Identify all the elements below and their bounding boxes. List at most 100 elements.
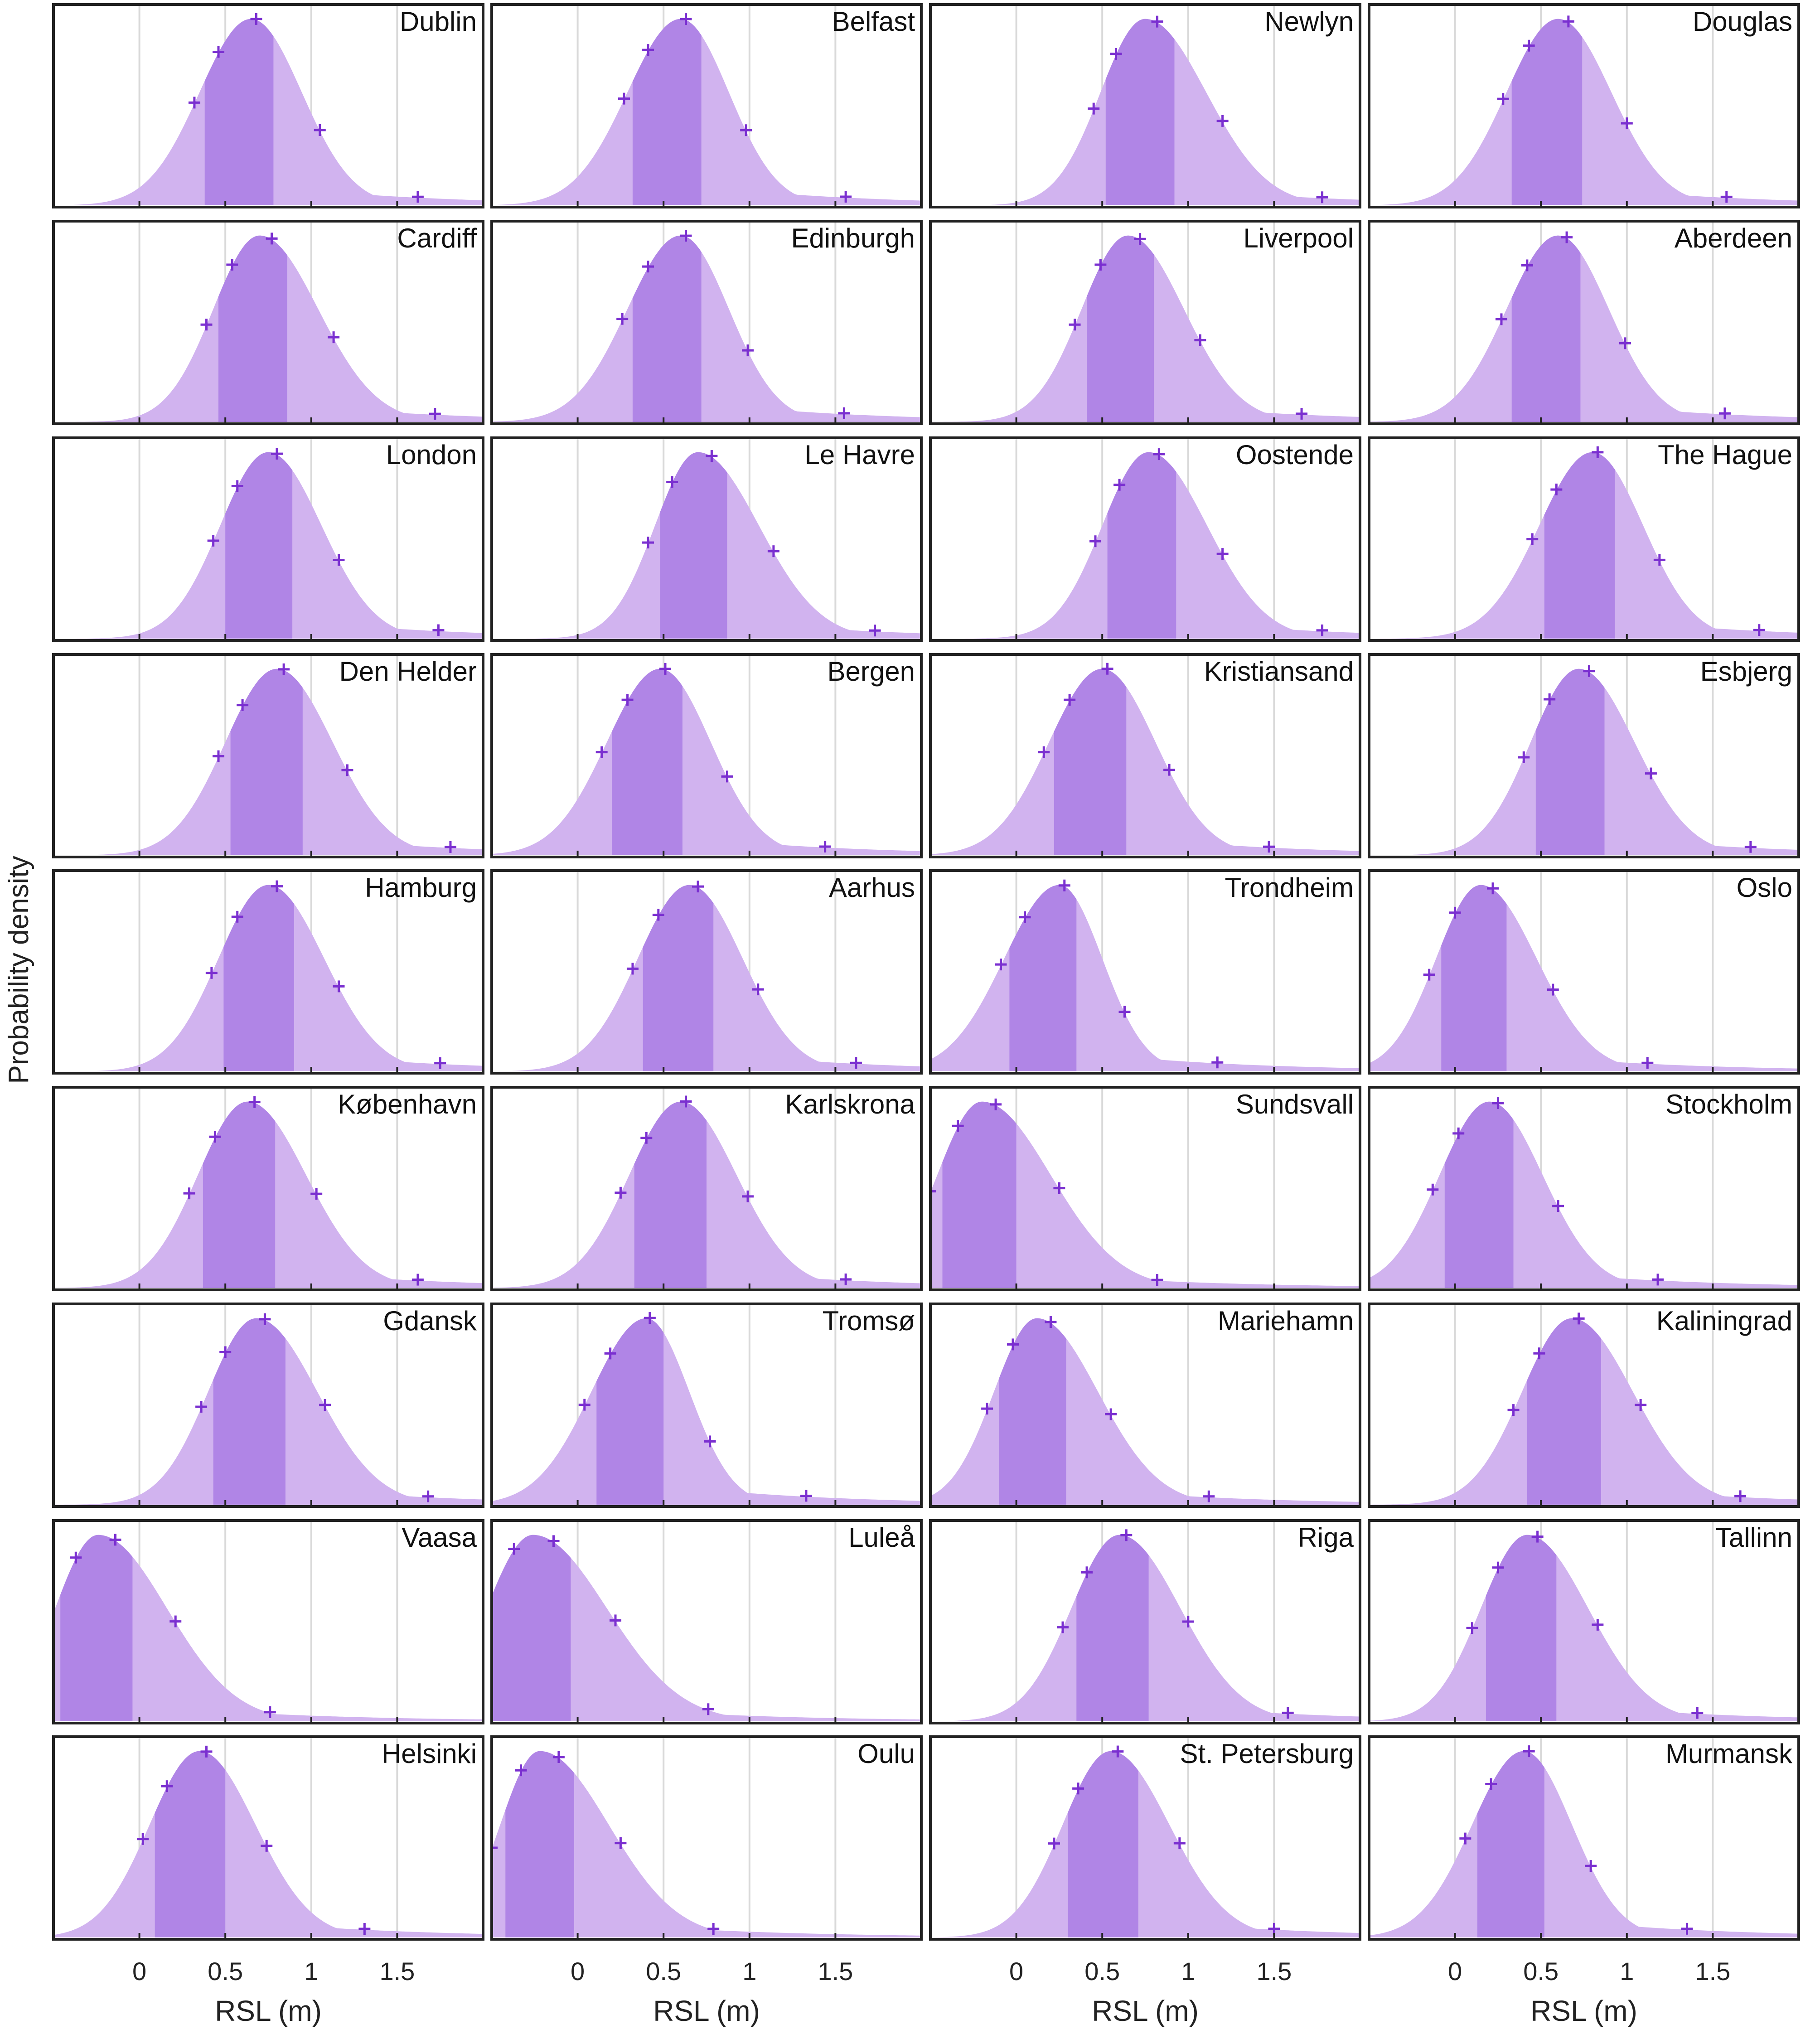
density-area xyxy=(492,1751,921,1937)
quantile-marker xyxy=(642,261,654,273)
station-label: Sundsvall xyxy=(1236,1089,1354,1119)
central-interval-band xyxy=(596,1318,664,1505)
central-interval-band xyxy=(1087,235,1154,422)
quantile-marker xyxy=(552,1751,565,1763)
panel-plot-area xyxy=(492,881,921,1071)
central-interval-band xyxy=(1535,668,1605,855)
panel-stockholm: Stockholm xyxy=(1368,1086,1800,1291)
x-tick-label: 1.5 xyxy=(818,1957,853,1986)
quantile-marker xyxy=(1518,751,1530,763)
density-area xyxy=(1369,19,1799,206)
panel-sundsvall: Sundsvall xyxy=(929,1086,1361,1291)
quantile-marker xyxy=(692,881,704,893)
panel-plot-area xyxy=(53,1534,483,1721)
panel-plot-area xyxy=(492,13,921,206)
quantile-marker xyxy=(1134,233,1146,245)
panel-newlyn: Newlyn xyxy=(929,3,1361,208)
station-label: London xyxy=(386,440,477,470)
station-label: Aarhus xyxy=(829,872,915,903)
quantile-marker xyxy=(1487,882,1499,895)
quantile-marker xyxy=(1296,407,1308,420)
station-label: St. Petersburg xyxy=(1180,1739,1354,1769)
quantile-marker xyxy=(704,1435,716,1448)
station-label: Kristiansand xyxy=(1204,656,1354,687)
x-tick-label: 0 xyxy=(571,1957,585,1986)
quantile-marker xyxy=(616,313,629,325)
panel-frame xyxy=(52,653,484,858)
x-axis-label: RSL (m) xyxy=(1092,1995,1199,2027)
quantile-marker xyxy=(1263,841,1275,853)
x-tick-label: 0.5 xyxy=(646,1957,681,1986)
quantile-marker xyxy=(1497,93,1509,105)
x-axis-label: RSL (m) xyxy=(215,1995,322,2027)
panel-plot-area xyxy=(1369,1312,1799,1505)
quantile-marker xyxy=(1641,1057,1654,1069)
quantile-marker xyxy=(411,191,424,203)
quantile-marker xyxy=(248,1096,261,1108)
x-tick-label: 1.5 xyxy=(1256,1957,1292,1986)
quantile-marker xyxy=(1045,1316,1057,1328)
quantile-marker xyxy=(1466,1622,1478,1634)
panel-plot-area xyxy=(492,663,921,855)
quantile-marker xyxy=(1526,533,1539,545)
station-label: Douglas xyxy=(1693,6,1792,37)
panel-edinburgh: Edinburgh xyxy=(490,220,923,425)
quantile-marker xyxy=(261,1840,273,1852)
central-interval-band xyxy=(1477,1751,1544,1937)
panel-frame xyxy=(52,3,484,208)
panel-frame xyxy=(1368,220,1800,425)
quantile-marker xyxy=(767,545,779,557)
station-label: Bergen xyxy=(828,656,915,687)
station-label: Den Helder xyxy=(339,656,477,687)
panel-oulu: Oulu xyxy=(490,1735,923,1941)
station-label: Mariehamn xyxy=(1218,1306,1354,1336)
quantile-marker xyxy=(1621,117,1633,130)
panel-kristiansand: Kristiansand xyxy=(929,653,1361,858)
station-label: Helsinki xyxy=(382,1739,477,1769)
quantile-marker xyxy=(1720,191,1733,203)
x-tick-label: 0 xyxy=(1448,1957,1462,1986)
quantile-marker xyxy=(237,699,249,711)
central-interval-band xyxy=(204,19,274,206)
quantile-marker xyxy=(213,46,225,58)
panel-frame xyxy=(1368,653,1800,858)
panel-plot-area xyxy=(53,1313,483,1505)
density-area xyxy=(492,668,921,855)
panel-plot-area xyxy=(53,1096,483,1288)
x-axis-label: RSL (m) xyxy=(1530,1995,1637,2027)
x-tick-label: 1 xyxy=(1620,1957,1634,1986)
panel-dublin: Dublin xyxy=(52,3,484,208)
panel-plot-area xyxy=(1369,1745,1799,1937)
panel-frame xyxy=(490,1519,923,1724)
quantile-marker xyxy=(1110,48,1122,60)
quantile-marker xyxy=(1118,1006,1131,1018)
panel-esbjerg: Esbjerg xyxy=(1368,653,1800,858)
central-interval-band xyxy=(218,235,287,422)
panel-plot-area xyxy=(1369,231,1799,422)
quantile-marker xyxy=(333,980,345,993)
quantile-marker xyxy=(1449,906,1461,919)
quantile-marker xyxy=(1203,1490,1215,1502)
quantile-marker xyxy=(195,1400,208,1413)
quantile-marker xyxy=(314,124,326,136)
panel-plot-area xyxy=(1369,446,1799,639)
x-axis-label: RSL (m) xyxy=(653,1995,760,2027)
quantile-marker xyxy=(838,407,850,419)
quantile-marker xyxy=(492,1841,498,1854)
panel-frame xyxy=(1368,869,1800,1075)
quantile-marker xyxy=(226,258,238,271)
quantile-marker xyxy=(610,1614,622,1627)
quantile-marker xyxy=(1089,535,1102,547)
station-label: Tromsø xyxy=(823,1306,915,1336)
panel-st-petersburg: St. Petersburg xyxy=(929,1735,1361,1941)
quantile-marker xyxy=(621,694,634,706)
central-interval-band xyxy=(1068,1751,1138,1937)
density-area xyxy=(53,1535,483,1721)
central-interval-band xyxy=(634,1101,707,1288)
quantile-marker xyxy=(1562,15,1574,28)
central-interval-band xyxy=(155,1751,226,1937)
quantile-marker xyxy=(869,625,881,637)
central-interval-band xyxy=(1441,885,1507,1071)
station-label: Cardiff xyxy=(397,223,477,253)
